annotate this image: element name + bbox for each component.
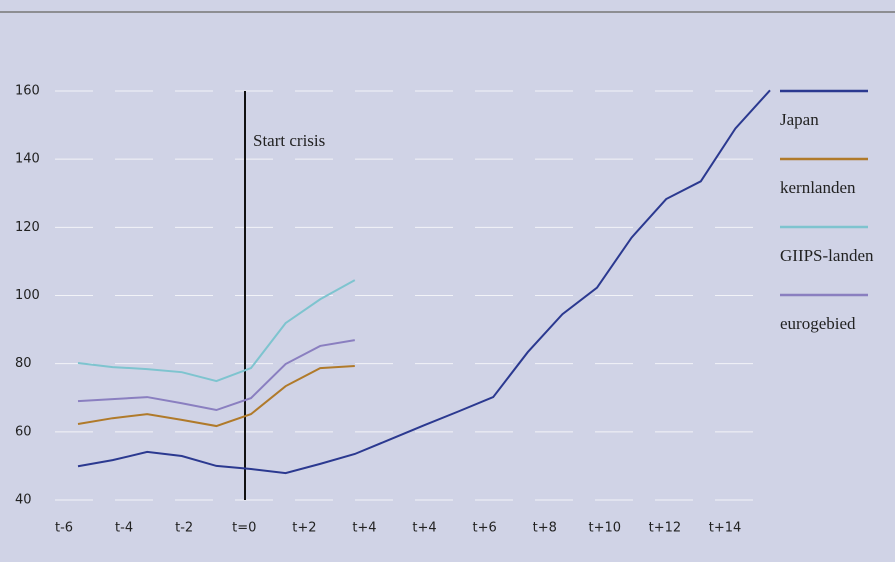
x-tick-label: t+6 (473, 521, 497, 536)
series-line (77, 89, 771, 475)
x-tick-label: t+14 (709, 521, 742, 536)
x-tick-label: t=0 (232, 521, 256, 536)
y-tick-label: 140 (15, 152, 40, 167)
legend-label: eurogebied (780, 314, 856, 333)
y-tick-label: 120 (15, 220, 40, 235)
y-tick-label: 40 (15, 493, 32, 508)
x-tick-label: t+2 (292, 521, 316, 536)
legend-label: GIIPS-landen (780, 246, 874, 265)
y-tick-label: 80 (15, 356, 32, 371)
x-tick-label: t+10 (589, 521, 622, 536)
legend-label: Japan (780, 110, 819, 129)
y-tick-label: 100 (15, 288, 40, 303)
x-tick-label: t-6 (55, 521, 73, 536)
legend-label: kernlanden (780, 178, 856, 197)
series-line (77, 279, 356, 383)
x-tick-label: t+4 (412, 521, 436, 536)
annotation: Start crisis (253, 131, 325, 150)
x-tick-label: t-2 (175, 521, 193, 536)
x-tick-label: t+4 (352, 521, 376, 536)
y-tick-label: 60 (15, 424, 32, 439)
x-tick-label: t-4 (115, 521, 133, 536)
series-line (77, 339, 355, 412)
x-tick-label: t+12 (649, 521, 682, 536)
series-line (77, 365, 355, 428)
y-tick-label: 160 (15, 84, 40, 99)
x-tick-label: t+8 (533, 521, 557, 536)
